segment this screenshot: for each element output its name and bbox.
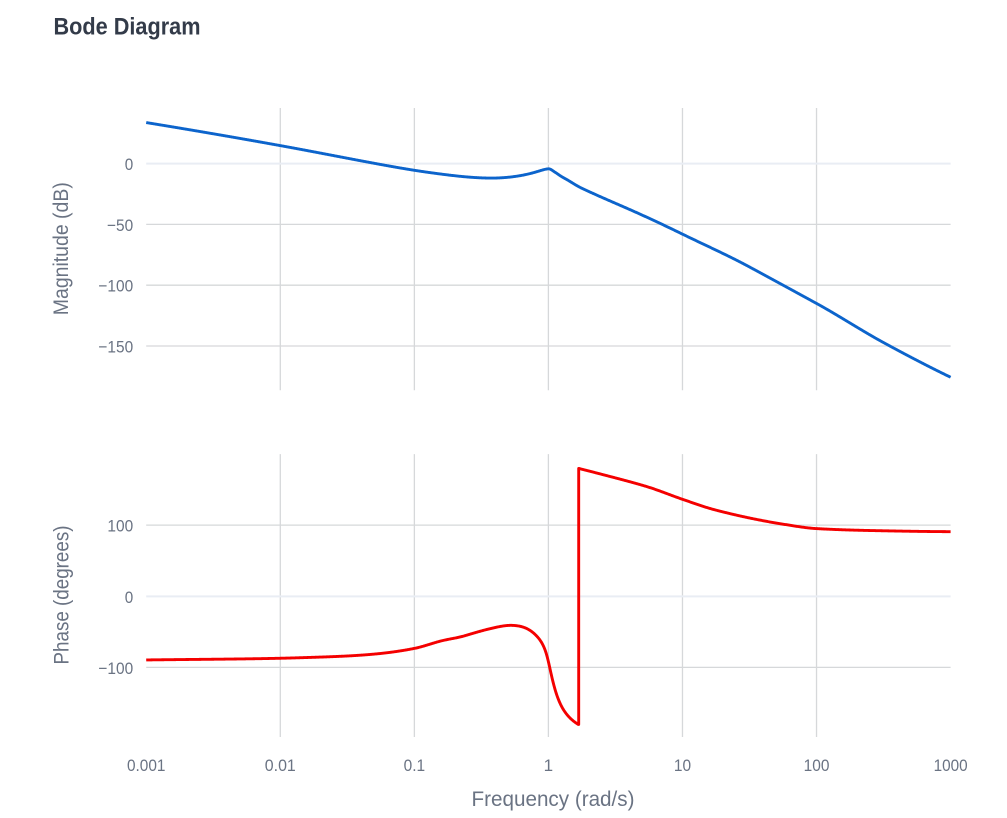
svg-text:−50: −50 (107, 216, 133, 235)
svg-text:−100: −100 (98, 659, 133, 678)
svg-text:Frequency (rad/s): Frequency (rad/s) (472, 788, 635, 811)
svg-text:10: 10 (674, 756, 691, 775)
svg-text:1: 1 (544, 756, 553, 775)
svg-text:−100: −100 (98, 277, 133, 296)
svg-text:0.001: 0.001 (127, 756, 166, 775)
svg-text:0.1: 0.1 (404, 756, 426, 775)
svg-text:100: 100 (107, 517, 133, 536)
svg-text:0.01: 0.01 (265, 756, 296, 775)
svg-text:100: 100 (804, 756, 830, 775)
svg-text:0: 0 (125, 155, 134, 174)
svg-text:−150: −150 (98, 337, 133, 356)
svg-text:Bode Diagram: Bode Diagram (54, 14, 201, 41)
svg-text:Phase (degrees): Phase (degrees) (51, 526, 74, 665)
svg-text:Magnitude (dB): Magnitude (dB) (50, 182, 73, 315)
svg-text:0: 0 (125, 588, 134, 607)
svg-text:1000: 1000 (934, 756, 968, 775)
